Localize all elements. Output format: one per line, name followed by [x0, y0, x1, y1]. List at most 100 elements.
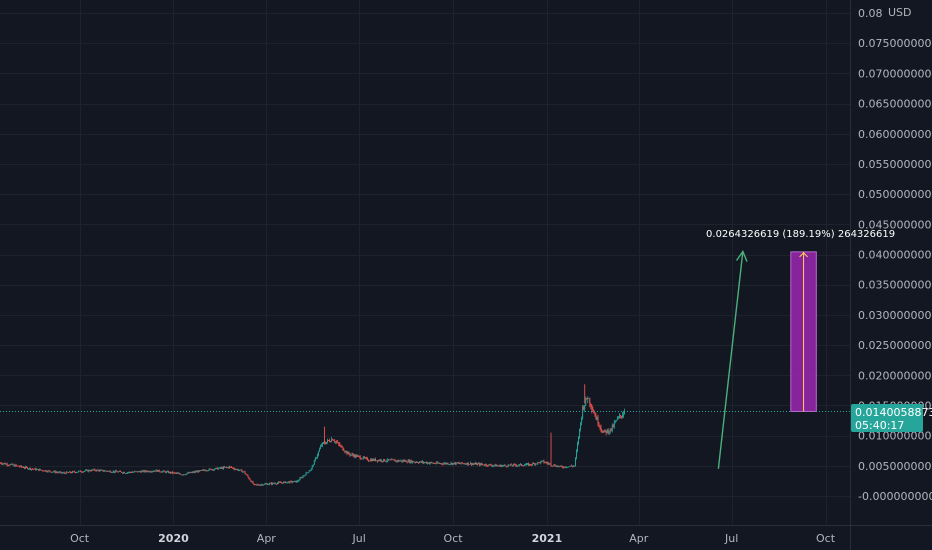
candle-body: [232, 467, 234, 469]
candle-body: [188, 472, 190, 474]
candle-body: [76, 472, 77, 474]
candle-body: [50, 471, 52, 473]
price-tick-label: 0.0250000000: [858, 339, 932, 352]
candle-body: [281, 482, 283, 484]
candle-body: [205, 470, 207, 472]
candle-body: [527, 463, 529, 465]
candle-body: [419, 461, 421, 463]
candle-body: [186, 473, 188, 475]
candle-body: [503, 464, 505, 466]
candle-body: [531, 464, 533, 466]
time-axis[interactable]: Oct 2020 Apr Jul Oct 2021 Apr Jul Oct: [70, 532, 836, 545]
candle-body: [154, 470, 156, 472]
trend-arrow-line[interactable]: [717, 251, 744, 469]
candle-body: [314, 458, 316, 461]
candle-body: [498, 465, 500, 467]
time-tick-label: 2021: [532, 532, 563, 545]
candle-body: [51, 471, 53, 473]
candle-body: [453, 462, 455, 464]
candle-body: [327, 440, 329, 443]
candle-body: [606, 429, 608, 433]
candle-body: [67, 472, 69, 474]
candle-body: [403, 460, 405, 462]
candle-body: [336, 441, 338, 443]
candle-body: [209, 468, 211, 470]
candle-body: [179, 473, 181, 474]
candle-body: [4, 463, 6, 465]
price-tick-label: 0.0700000000: [858, 67, 932, 80]
candle-body: [417, 462, 419, 464]
candle-body: [315, 457, 317, 459]
candle-body: [58, 471, 60, 473]
candle-body: [73, 471, 74, 473]
candle-body: [130, 471, 132, 473]
price-tick-label: 0.0550000000: [858, 158, 932, 171]
candle-body: [495, 464, 497, 467]
candle-body: [481, 463, 483, 465]
candle-body: [473, 463, 474, 465]
candle-body: [41, 470, 43, 471]
candle-body: [405, 460, 407, 463]
candle-body: [451, 462, 453, 465]
candle-body: [138, 471, 140, 473]
candle-body: [178, 473, 180, 474]
candle-body: [217, 468, 219, 470]
candle-body: [241, 469, 243, 473]
candle-body: [219, 467, 221, 469]
candle-body: [107, 471, 109, 472]
candle-body: [319, 446, 321, 449]
candle-body: [423, 461, 424, 463]
candle-body: [31, 468, 33, 470]
candle-body: [62, 472, 64, 474]
candle-body: [237, 469, 239, 471]
candle-body: [37, 469, 39, 470]
candle-body: [187, 472, 189, 474]
candle-body: [367, 460, 369, 462]
candle-body: [355, 455, 357, 457]
candle-body: [317, 451, 319, 456]
candle-body: [529, 464, 531, 466]
candle-body: [437, 462, 439, 464]
candle-body: [310, 468, 312, 471]
candle-body: [123, 472, 124, 474]
candle-body: [326, 442, 327, 444]
candle-body: [482, 464, 484, 466]
candle-body: [199, 470, 201, 472]
candle-body: [113, 471, 115, 473]
candle-body: [592, 409, 594, 411]
candle-body: [381, 459, 383, 462]
candle-body: [544, 462, 546, 464]
candle-body: [182, 474, 184, 476]
candle-body: [286, 482, 288, 484]
candle-body: [318, 448, 320, 452]
candle-body: [353, 455, 355, 457]
price-tick-label: 0.0350000000: [858, 279, 932, 292]
candle-body: [462, 463, 464, 465]
candle-body: [412, 461, 414, 463]
candle-body: [459, 463, 461, 465]
candle-body: [394, 459, 396, 462]
candle-body: [479, 463, 481, 466]
price-axis[interactable]: 0.08 0.0750000000 0.0700000000 0.0650000000…: [858, 7, 932, 503]
candle-body: [576, 450, 577, 458]
candle-body: [75, 472, 76, 473]
candle-body: [9, 464, 11, 466]
candle-body: [125, 473, 126, 474]
candle-body: [354, 455, 356, 457]
candle-body: [252, 481, 254, 484]
time-tick-label: Jul: [352, 532, 366, 545]
candle-body: [47, 470, 49, 472]
candle-body: [202, 469, 204, 471]
candle-body: [440, 463, 442, 465]
drawing-tools[interactable]: 0.0264326619 (189.19%) 264326619: [706, 229, 895, 469]
candle-body: [507, 464, 509, 467]
candle-body: [579, 428, 581, 438]
candle-body: [379, 460, 381, 461]
candle-body: [534, 463, 536, 465]
candle-body: [618, 415, 620, 418]
candle-body: [40, 469, 42, 471]
candle-body: [466, 462, 468, 465]
candle-body: [386, 460, 388, 462]
candle-body: [149, 471, 151, 473]
